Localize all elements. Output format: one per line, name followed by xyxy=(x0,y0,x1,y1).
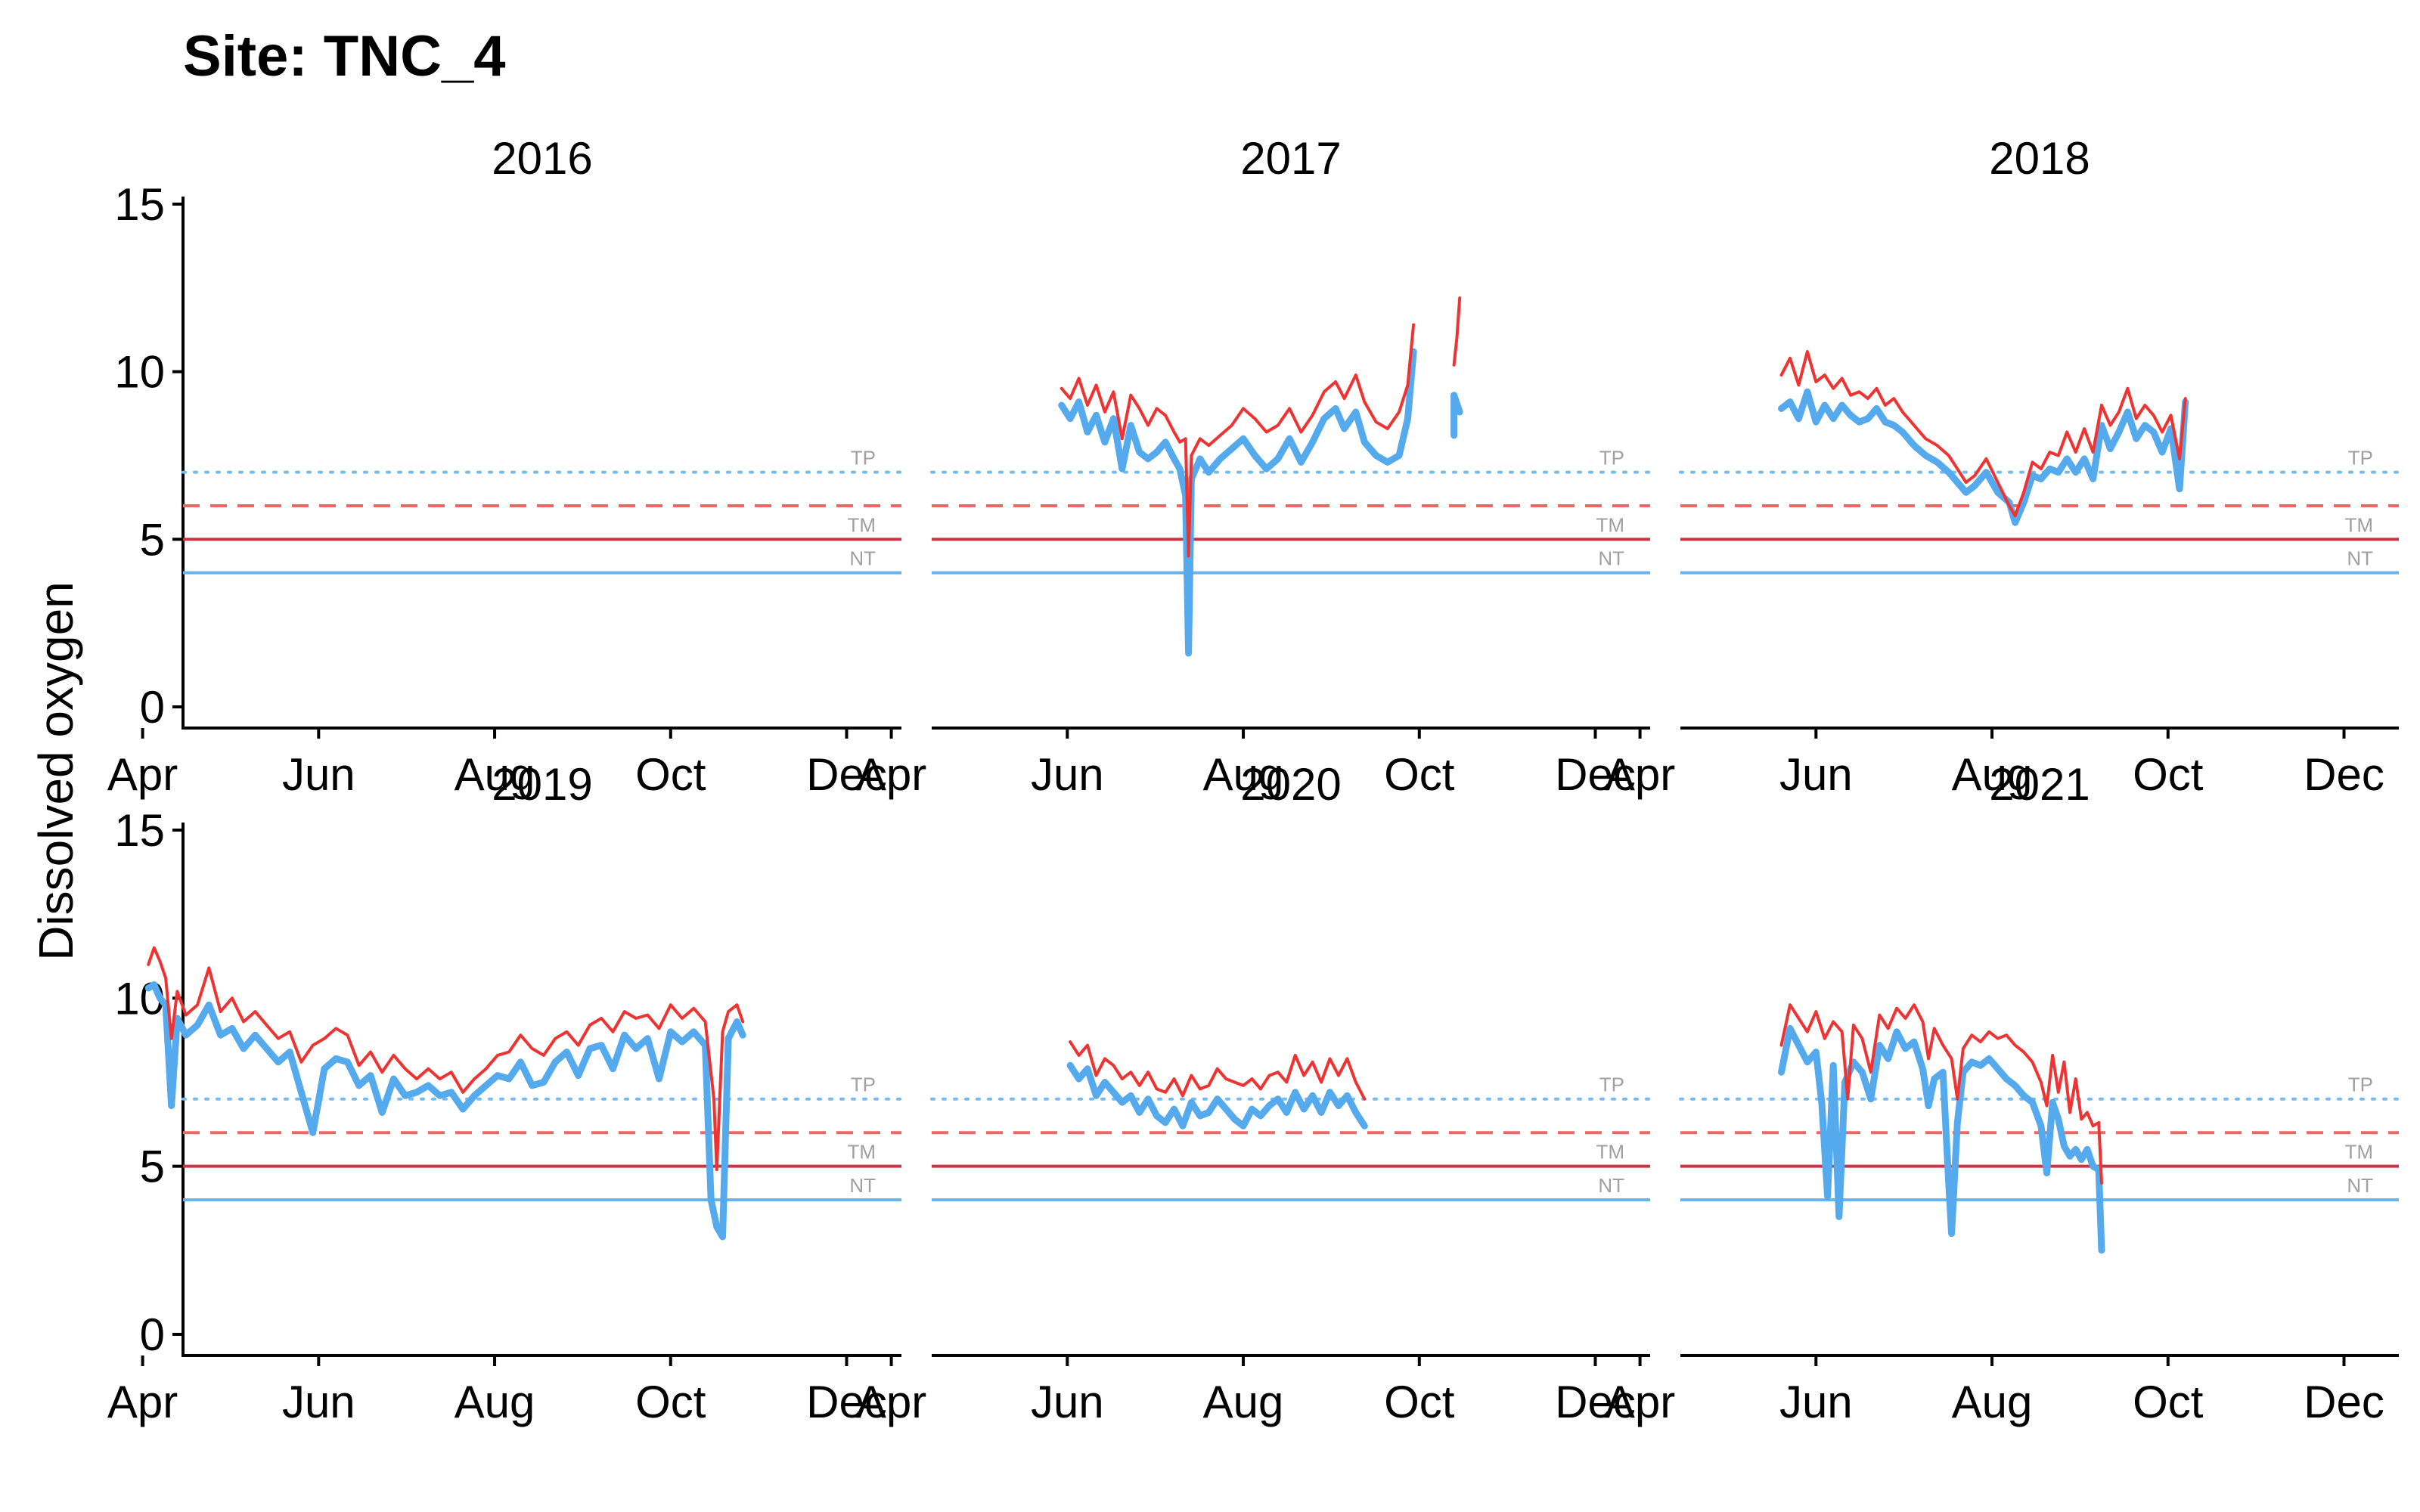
panel-2021: 2021 Apr Jun Aug Oct Dec TP TM NT xyxy=(1605,759,2400,1427)
threshold-label: NT xyxy=(849,547,876,570)
x-tick-label: Jun xyxy=(1779,749,1853,800)
series-line-min xyxy=(144,981,746,1241)
y-tick-label: 15 xyxy=(114,805,165,856)
panel-title: 2016 xyxy=(492,133,592,184)
threshold-label: TP xyxy=(2348,1074,2373,1096)
y-tick-label: 15 xyxy=(114,179,165,230)
y-tick-label: 0 xyxy=(140,682,165,733)
threshold-label: TP xyxy=(1599,447,1624,469)
x-tick-label: Dec xyxy=(2304,1377,2384,1427)
series-line-max xyxy=(1779,350,2187,518)
x-tick-label: Aug xyxy=(455,749,535,800)
x-tick-label: Dec xyxy=(806,749,887,800)
x-tick-label: Oct xyxy=(1384,749,1455,800)
threshold-label: TP xyxy=(1599,1074,1624,1096)
x-tick-label: Aug xyxy=(1203,749,1284,800)
x-tick-label: Oct xyxy=(635,749,706,800)
threshold-label: TM xyxy=(2344,1141,2373,1163)
threshold-label: NT xyxy=(1598,547,1624,570)
x-tick-label: Dec xyxy=(1555,749,1636,800)
x-tick-label: Aug xyxy=(1203,1377,1284,1427)
x-tick-label: Apr xyxy=(107,749,178,800)
threshold-label: TP xyxy=(851,447,876,469)
x-tick-label: Dec xyxy=(806,1377,887,1427)
threshold-label: TP xyxy=(851,1074,876,1096)
panel-2016: 2016 Apr Jun Aug Oct Dec 0 5 10 15 TP TM NT xyxy=(107,133,903,800)
threshold-label: NT xyxy=(849,1174,876,1197)
x-tick-label: Jun xyxy=(282,749,355,800)
x-tick-label: Jun xyxy=(1031,1377,1104,1427)
x-tick-label: Jun xyxy=(1031,749,1104,800)
threshold-label: TM xyxy=(847,1141,876,1163)
x-tick-label: Oct xyxy=(2133,1377,2204,1427)
threshold-label: NT xyxy=(1598,1174,1624,1197)
panel-2017: 2017 Apr Jun Aug Oct Dec TP TM NT xyxy=(856,133,1652,800)
series-line-min xyxy=(1450,392,1463,439)
x-tick-label: Aug xyxy=(1952,749,2033,800)
panel-title: 2018 xyxy=(1989,133,2090,184)
threshold-label: TP xyxy=(2348,447,2373,469)
series-line-min xyxy=(1778,1024,2105,1254)
threshold-label: TM xyxy=(1596,1141,1624,1163)
x-tick-label: Apr xyxy=(856,1377,926,1427)
threshold-label: NT xyxy=(2347,1174,2373,1197)
y-tick-label: 10 xyxy=(114,347,165,398)
y-tick-label: 5 xyxy=(140,514,165,565)
facet-panels: 2016 Apr Jun Aug Oct Dec 0 5 10 15 TP TM NT 2017 Apr Ju… xyxy=(107,133,2400,1427)
series-line-max xyxy=(1452,296,1462,367)
x-tick-label: Apr xyxy=(107,1377,178,1427)
panel-title: 2020 xyxy=(1240,759,1341,810)
panel-title: 2017 xyxy=(1240,133,1341,184)
series-line-max xyxy=(147,946,745,1172)
x-tick-label: Oct xyxy=(1384,1377,1455,1427)
threshold-label: TM xyxy=(2344,513,2373,536)
threshold-label: NT xyxy=(2347,547,2373,570)
panel-2020: 2020 Apr Jun Aug Oct Dec TP TM NT xyxy=(856,759,1652,1427)
y-axis-label: Dissolved oxygen xyxy=(29,581,83,961)
threshold-label: TM xyxy=(847,513,876,536)
x-tick-label: Aug xyxy=(1952,1377,2033,1427)
panel-title: 2021 xyxy=(1989,759,2090,810)
x-tick-label: Apr xyxy=(1605,1377,1675,1427)
y-tick-label: 5 xyxy=(140,1142,165,1192)
x-tick-label: Jun xyxy=(1779,1377,1853,1427)
chart-title: Site: TNC_4 xyxy=(183,24,506,88)
x-tick-label: Oct xyxy=(2133,749,2204,800)
x-tick-label: Apr xyxy=(1605,749,1675,800)
panel-2018: 2018 Apr Jun Aug Oct Dec TP TM NT xyxy=(1605,133,2400,800)
x-tick-label: Dec xyxy=(1555,1377,1636,1427)
x-tick-label: Dec xyxy=(2304,749,2384,800)
panel-title: 2019 xyxy=(492,759,592,810)
x-tick-label: Oct xyxy=(635,1377,706,1427)
series-line-max xyxy=(1069,1040,1367,1101)
y-tick-label: 0 xyxy=(140,1309,165,1360)
series-line-min xyxy=(1778,388,2189,526)
series-line-max xyxy=(1779,1003,2103,1185)
x-tick-label: Aug xyxy=(455,1377,535,1427)
threshold-label: TM xyxy=(1596,513,1624,536)
x-tick-label: Jun xyxy=(282,1377,355,1427)
x-tick-label: Apr xyxy=(856,749,926,800)
series-line-min xyxy=(1066,1061,1368,1129)
series-line-max xyxy=(1060,323,1416,558)
series-line-min xyxy=(1058,348,1417,657)
